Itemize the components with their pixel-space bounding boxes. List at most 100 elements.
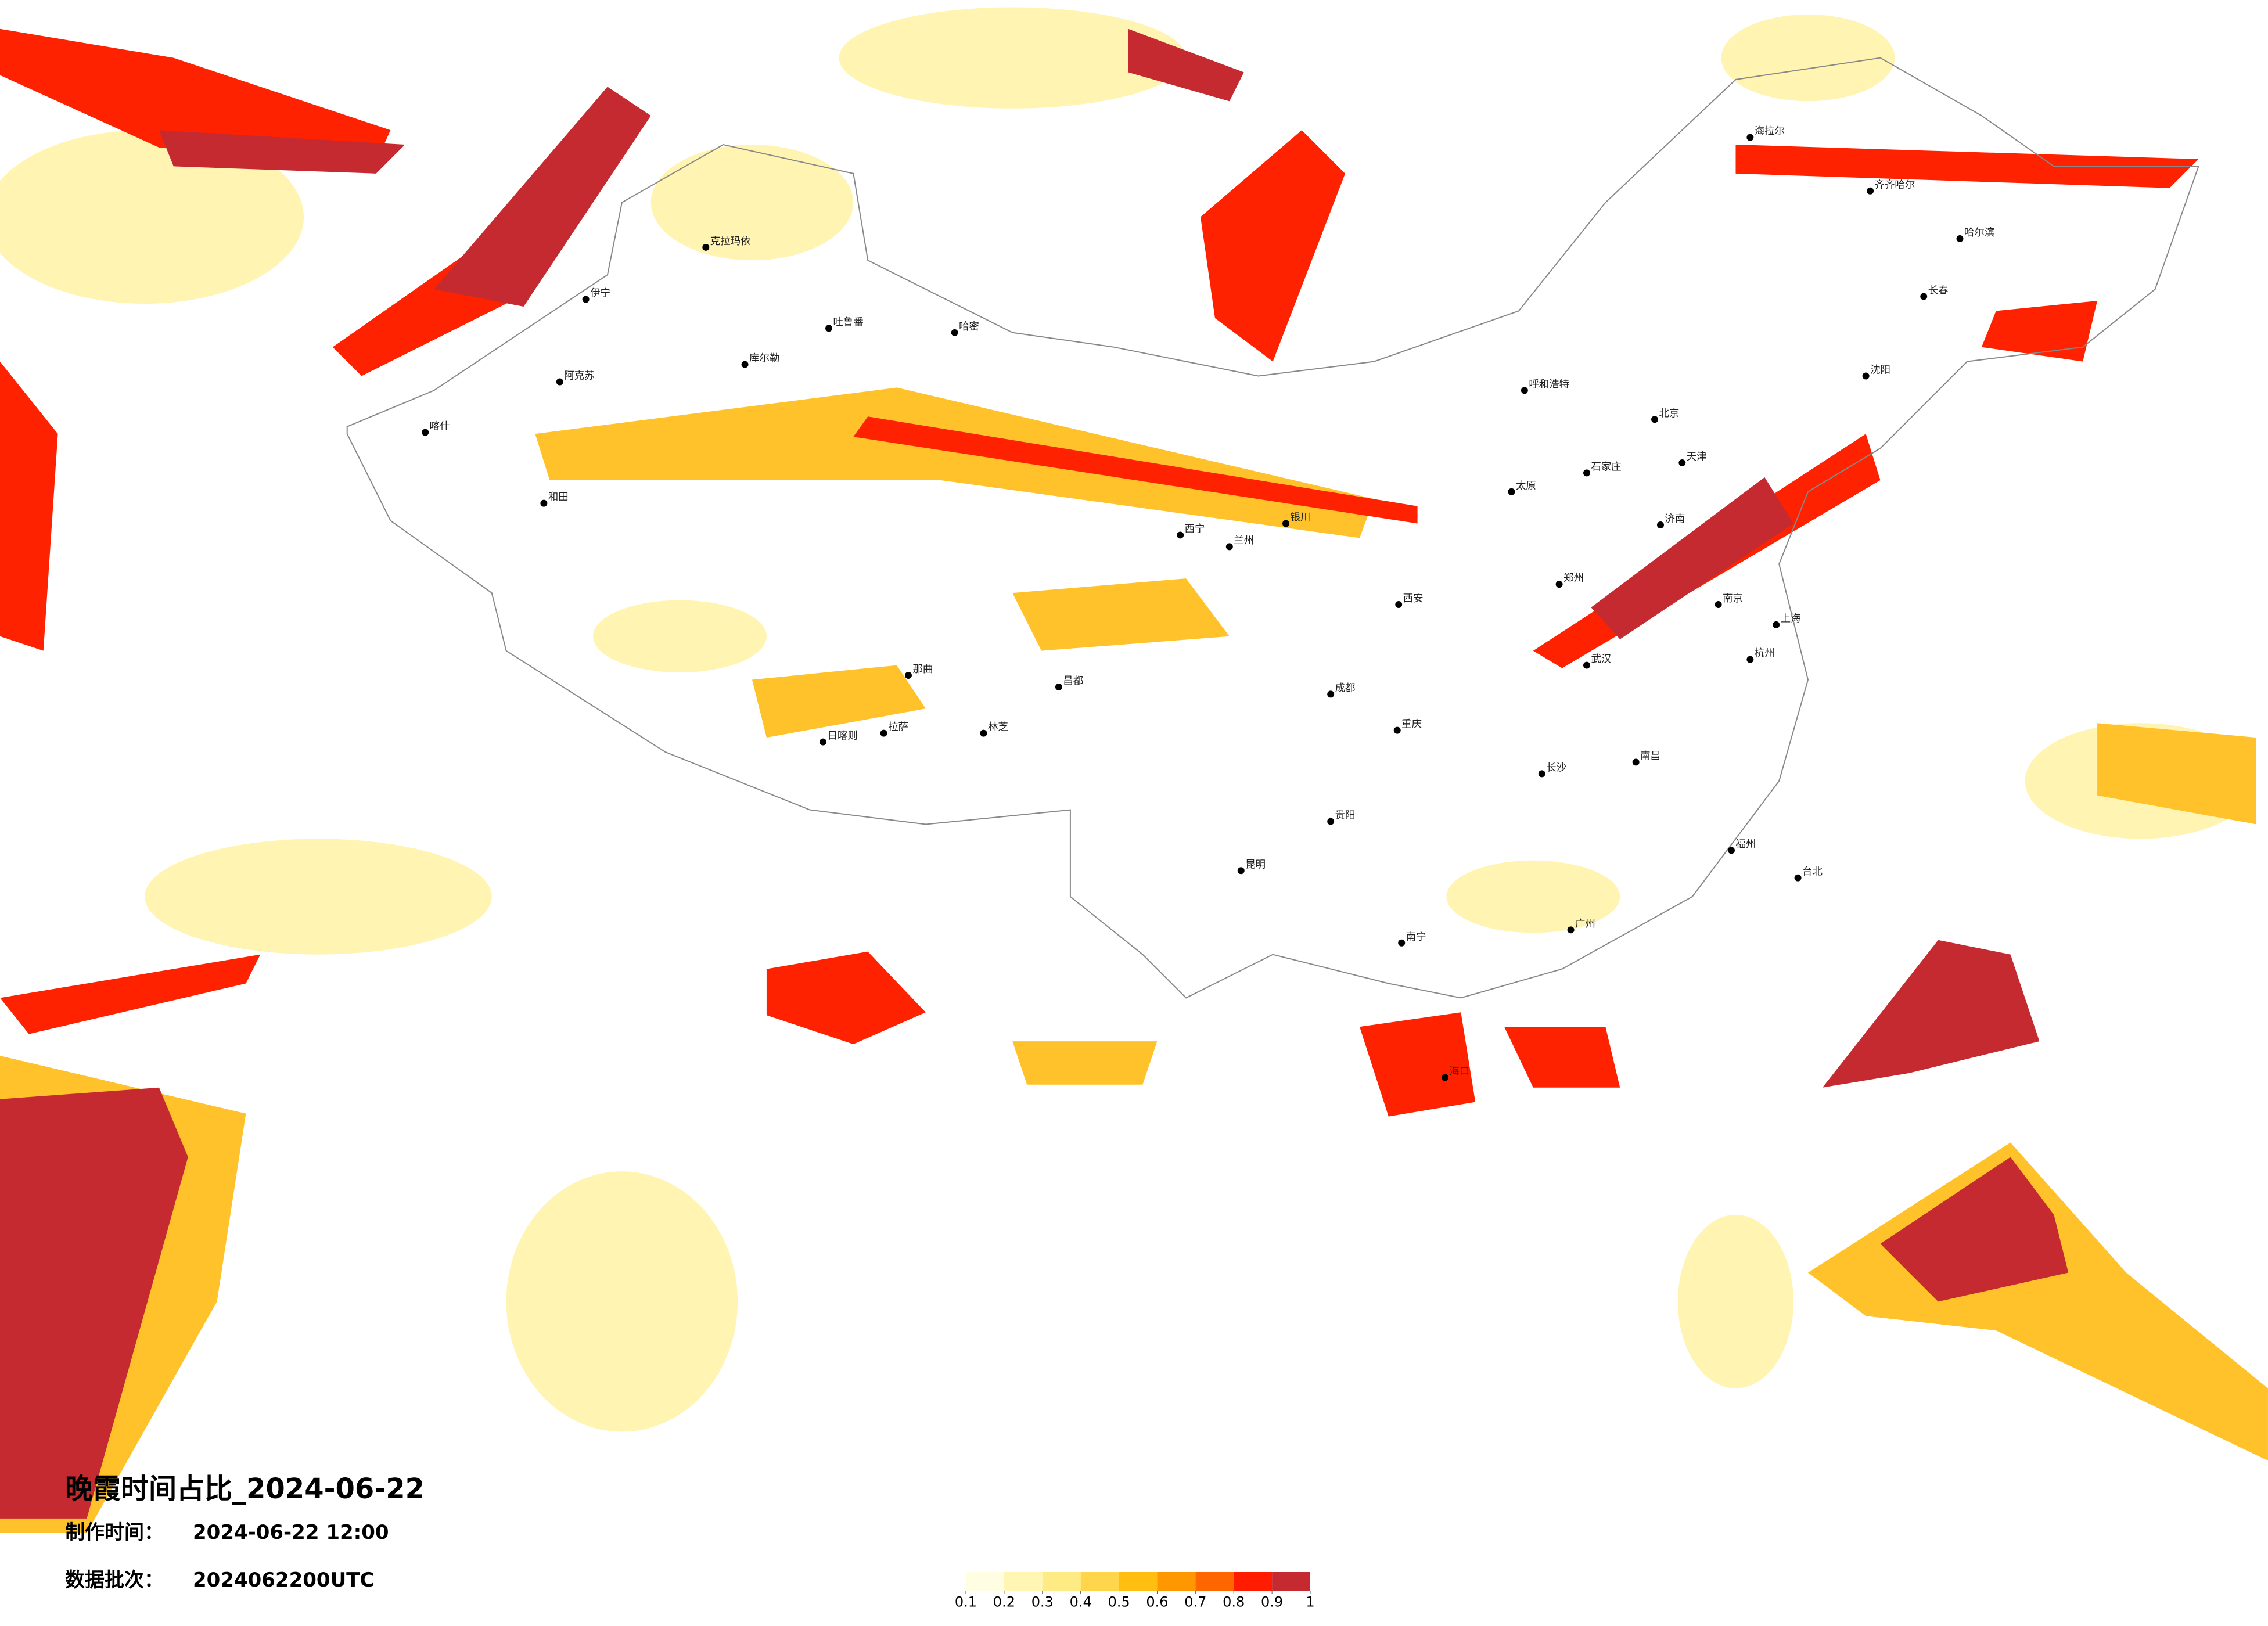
city-label: 南昌 <box>1640 750 1660 762</box>
patch-light <box>0 7 2257 1432</box>
city-label: 长沙 <box>1546 762 1566 774</box>
city-label: 成都 <box>1335 682 1356 694</box>
city-label: 南宁 <box>1406 931 1426 943</box>
production-time-label: 制作时间： <box>65 1521 164 1544</box>
city-dot <box>1395 601 1403 608</box>
colorbar-bin <box>1157 1572 1196 1591</box>
city-dot <box>1862 372 1870 380</box>
city-label: 郑州 <box>1563 573 1584 584</box>
city-label: 天津 <box>1687 451 1707 463</box>
city-label: 西安 <box>1403 593 1424 605</box>
colorbar-bin <box>1234 1572 1273 1591</box>
city-dot <box>1651 416 1658 423</box>
colorbar-tick-label: 1 <box>1306 1594 1314 1610</box>
country-outline <box>346 57 2199 999</box>
city-dot <box>1055 683 1062 690</box>
city-dot <box>702 243 710 251</box>
city-dot <box>582 296 590 303</box>
colorbar-bin <box>1119 1572 1158 1591</box>
city-dot <box>820 738 827 746</box>
city-label: 福州 <box>1735 839 1756 850</box>
city-dot <box>1867 187 1874 195</box>
city-label: 石家庄 <box>1591 461 1621 473</box>
city-label: 喀什 <box>430 421 450 433</box>
city-dot <box>951 329 958 336</box>
city-label: 海拉尔 <box>1755 126 1785 138</box>
city-dot <box>1398 939 1406 947</box>
city-label: 林芝 <box>988 722 1008 733</box>
colorbar-bin <box>966 1572 1004 1591</box>
city-dot <box>1521 387 1528 394</box>
city-dot <box>1538 770 1545 778</box>
city-label: 拉萨 <box>888 722 908 733</box>
colorbar-tick-label: 0.7 <box>1184 1594 1206 1610</box>
city-dot <box>880 729 887 737</box>
city-label: 阿克苏 <box>564 370 594 382</box>
colorbar-tick-label: 0.8 <box>1223 1594 1245 1610</box>
colorbar-tick-label: 0.1 <box>955 1594 977 1610</box>
city-label: 兰州 <box>1234 535 1254 546</box>
city-dot <box>904 672 912 679</box>
city-label: 济南 <box>1665 513 1685 525</box>
colorbar-tick-label: 0.5 <box>1108 1594 1130 1610</box>
colorbar-bin <box>1080 1572 1119 1591</box>
city-label: 沈阳 <box>1870 365 1890 376</box>
city-dot <box>1555 581 1563 588</box>
city-dot <box>556 378 563 386</box>
city-dot <box>1746 134 1754 141</box>
map-title: 晚霞时间占比_2024-06-22 <box>65 1473 425 1505</box>
patch-dark-red <box>0 28 2069 1519</box>
city-label: 和田 <box>548 492 569 503</box>
city-dot <box>1773 621 1780 628</box>
colorbar-bin <box>1004 1572 1043 1591</box>
production-time-value: 2024-06-22 12:00 <box>193 1521 389 1544</box>
city-dot <box>1567 926 1575 934</box>
data-batch-value: 2024062200UTC <box>193 1569 374 1592</box>
city-label: 杭州 <box>1755 648 1775 660</box>
data-batch-label: 数据批次： <box>65 1569 164 1592</box>
city-label: 齐齐哈尔 <box>1875 179 1915 191</box>
colorbar-bin <box>1272 1572 1310 1591</box>
city-dot <box>1632 758 1640 766</box>
city-dot <box>741 361 749 368</box>
city-dot <box>1583 469 1590 477</box>
city-label: 海口 <box>1449 1066 1469 1077</box>
colorbar-tick-label: 0.4 <box>1070 1594 1092 1610</box>
city-dot <box>1225 543 1233 551</box>
city-label: 呼和浩特 <box>1529 379 1569 390</box>
city-dot <box>1728 847 1735 854</box>
city-label: 吐鲁番 <box>833 316 863 328</box>
city-label: 克拉玛依 <box>710 236 751 247</box>
city-label: 库尔勒 <box>749 353 779 365</box>
city-label: 台北 <box>1802 866 1823 878</box>
city-dot <box>1715 601 1722 608</box>
city-dot <box>1441 1074 1448 1081</box>
city-label: 广州 <box>1575 918 1595 930</box>
city-label: 长春 <box>1928 285 1949 297</box>
city-dot <box>1956 235 1964 242</box>
city-dot <box>422 429 429 436</box>
colorbar-bin <box>1195 1572 1234 1591</box>
city-label: 西宁 <box>1185 523 1205 535</box>
city-dot <box>1746 656 1754 663</box>
city-dot <box>1393 726 1401 734</box>
city-dot <box>825 325 832 332</box>
colorbar-tick-label: 0.6 <box>1146 1594 1168 1610</box>
city-dot <box>1583 661 1590 669</box>
city-dot <box>1282 520 1289 527</box>
city-dot <box>1794 874 1802 882</box>
city-label: 贵阳 <box>1335 810 1356 822</box>
city-label: 银川 <box>1290 512 1310 524</box>
city-label: 太原 <box>1516 480 1536 492</box>
city-label: 那曲 <box>912 664 933 675</box>
colorbar-tick-label: 0.9 <box>1261 1594 1283 1610</box>
city-label: 哈尔滨 <box>1964 227 1994 239</box>
city-dot <box>980 729 987 737</box>
city-label: 日喀则 <box>828 731 858 742</box>
colorbar-tick-label: 0.2 <box>993 1594 1015 1610</box>
city-dot <box>1678 459 1686 466</box>
city-label: 上海 <box>1781 613 1801 625</box>
